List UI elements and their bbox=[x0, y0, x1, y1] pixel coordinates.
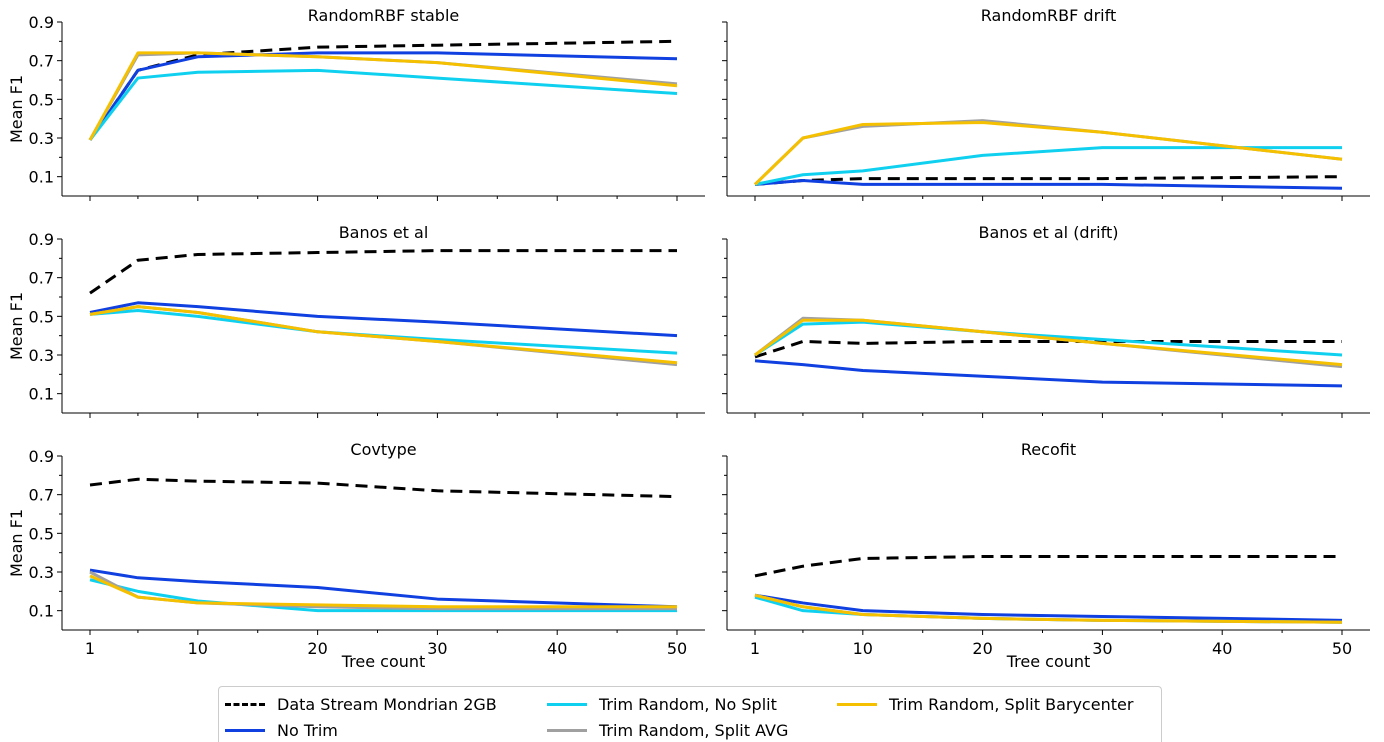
x-tick-label: 20 bbox=[307, 639, 327, 658]
legend-entry-trim-random-split-avg: Trim Random, Split AVG bbox=[547, 719, 788, 741]
legend-label: No Trim bbox=[277, 720, 338, 740]
y-axis-label: Mean F1 bbox=[7, 292, 26, 360]
legend-swatch-cyan bbox=[547, 702, 587, 706]
x-tick-label: 10 bbox=[853, 639, 873, 658]
y-axis-label: Mean F1 bbox=[7, 75, 26, 143]
x-axis-label: Tree count bbox=[341, 652, 426, 671]
legend-entry-trim-random-split-barycenter: Trim Random, Split Barycenter bbox=[837, 693, 1133, 715]
series-line-trim-random-no-split bbox=[754, 146, 1342, 186]
legend-swatch-gray bbox=[547, 728, 587, 732]
series-line-data-stream-mondrian-2gb bbox=[88, 39, 678, 141]
series-line-trim-random-split-barycenter bbox=[88, 51, 678, 141]
panel-title: RandomRBF stable bbox=[308, 6, 459, 25]
x-tick-label: 40 bbox=[1212, 639, 1232, 658]
legend-label: Trim Random, Split AVG bbox=[599, 720, 789, 740]
y-tick-label: 0.5 bbox=[29, 90, 54, 109]
series-line-data-stream-mondrian-2gb bbox=[89, 477, 678, 499]
legend-entry-no-trim: No Trim bbox=[225, 719, 338, 741]
y-tick-label: 0.3 bbox=[29, 129, 54, 148]
series-line-trim-random-split-avg bbox=[88, 51, 678, 141]
legend: Data Stream Mondrian 2GB No Trim Trim Ra… bbox=[218, 686, 1162, 742]
legend-label: Trim Random, Split Barycenter bbox=[889, 694, 1134, 714]
x-tick-label: 1 bbox=[750, 639, 760, 658]
panel-title: Banos et al (drift) bbox=[979, 223, 1119, 242]
x-tick-label: 50 bbox=[667, 639, 687, 658]
panel-title: Covtype bbox=[350, 440, 416, 459]
y-tick-label: 0.1 bbox=[29, 385, 54, 404]
panel-title: Banos et al bbox=[339, 223, 429, 242]
x-tick-label: 30 bbox=[427, 639, 447, 658]
panel-title: RandomRBF drift bbox=[981, 6, 1116, 25]
panel-title: Recofit bbox=[1021, 440, 1076, 459]
y-tick-label: 0.1 bbox=[29, 168, 54, 187]
series-line-trim-random-split-barycenter bbox=[753, 121, 1343, 186]
y-tick-label: 0.9 bbox=[29, 13, 54, 32]
legend-label: Trim Random, No Split bbox=[599, 694, 777, 714]
series-line-data-stream-mondrian-2gb bbox=[754, 555, 1342, 578]
legend-swatch-blue bbox=[225, 728, 265, 732]
series-line-trim-random-split-barycenter bbox=[754, 593, 1343, 624]
series-line-no-trim bbox=[754, 179, 1343, 190]
y-tick-label: 0.3 bbox=[29, 346, 54, 365]
y-tick-label: 0.9 bbox=[29, 230, 54, 249]
x-tick-label: 40 bbox=[547, 639, 567, 658]
y-tick-label: 0.7 bbox=[29, 486, 54, 505]
x-axis-label: Tree count bbox=[1006, 652, 1091, 671]
x-tick-label: 30 bbox=[1092, 639, 1112, 658]
panel-covtype: 0.1 0.3 0.5 0.7 0.9 1 10 20 30 40 50 Covtype Mean F1… bbox=[7, 440, 705, 671]
series-line-data-stream-mondrian-2gb bbox=[89, 249, 677, 295]
legend-label: Data Stream Mondrian 2GB bbox=[277, 694, 497, 714]
y-tick-label: 0.7 bbox=[29, 269, 54, 288]
panel-randomrbf-stable: 0.1 0.3 0.5 0.7 0.9 RandomRBF stable Mean F1 bbox=[7, 6, 705, 201]
series-line-no-trim bbox=[754, 359, 1343, 388]
y-tick-label: 0.5 bbox=[29, 307, 54, 326]
panel-banos-et-al: 0.1 0.3 0.5 0.7 0.9 Banos et al Mean F1 bbox=[7, 223, 705, 418]
legend-entry-trim-random-no-split: Trim Random, No Split bbox=[547, 693, 777, 715]
legend-entry-data-stream-mondrian: Data Stream Mondrian 2GB bbox=[225, 693, 497, 715]
y-tick-label: 0.7 bbox=[29, 52, 54, 71]
legend-swatch-dashed-black bbox=[225, 702, 265, 706]
series-line-no-trim bbox=[754, 593, 1343, 622]
series-line-trim-random-no-split bbox=[89, 309, 678, 355]
panel-recofit: 1 10 20 30 40 50 Recofit Tree count bbox=[722, 440, 1370, 671]
x-tick-label: 50 bbox=[1332, 639, 1352, 658]
series-line-no-trim bbox=[89, 568, 678, 609]
series-line-trim-random-split-barycenter bbox=[754, 318, 1343, 367]
y-tick-label: 0.9 bbox=[29, 447, 54, 466]
y-axis-label: Mean F1 bbox=[7, 509, 26, 577]
panel-randomrbf-drift: RandomRBF drift bbox=[722, 6, 1370, 201]
series-line-trim-random-split-barycenter bbox=[89, 574, 677, 609]
y-tick-label: 0.1 bbox=[29, 602, 54, 621]
y-tick-label: 0.5 bbox=[29, 524, 54, 543]
y-tick-label: 0.3 bbox=[29, 563, 54, 582]
legend-swatch-yellow bbox=[837, 702, 877, 706]
series-line-no-trim bbox=[88, 51, 678, 141]
x-tick-label: 20 bbox=[972, 639, 992, 658]
x-tick-label: 1 bbox=[85, 639, 95, 658]
series-line-no-trim bbox=[89, 301, 678, 338]
panel-banos-et-al-drift: Banos et al (drift) bbox=[722, 223, 1370, 418]
series-line-trim-random-no-split bbox=[88, 68, 678, 141]
series-line-trim-random-split-barycenter bbox=[89, 305, 678, 365]
x-tick-label: 10 bbox=[188, 639, 208, 658]
